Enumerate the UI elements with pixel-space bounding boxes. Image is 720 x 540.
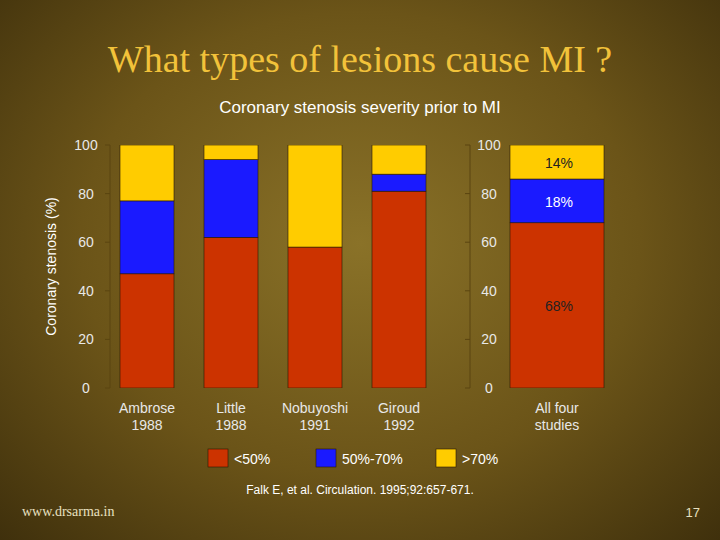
y-tick [105,242,110,243]
x-tick-line: 1988 [215,417,246,433]
footer-url: www.drsarma.in [22,504,114,519]
y-tick-label: 80 [78,186,94,202]
legend-swatch [208,449,228,467]
y-tick [465,193,470,194]
x-tick-line: Giroud [378,400,420,416]
legend-swatch [316,449,336,467]
y-tick-label: 80 [481,186,497,202]
bar-segment [120,274,174,388]
x-tick-line: All four [535,400,579,416]
y2-axis-line [470,145,471,388]
y-tick-label: 60 [481,234,497,250]
bar-segment [120,201,174,274]
x-tick-line: Nobuyoshi [282,400,348,416]
y-tick-label: 20 [481,331,497,347]
y-axis-line [110,145,111,388]
y-tick-label: 100 [477,137,501,153]
legend-label: <50% [234,451,270,467]
bar-segment [288,247,342,388]
bar-segment [372,145,426,174]
bar-segment [204,160,258,238]
y-tick-label: 20 [78,331,94,347]
y-tick [465,388,470,389]
y-tick-label: 40 [481,283,497,299]
bar-segment [288,145,342,247]
y-tick [465,290,470,291]
y-tick [465,339,470,340]
x-tick-label: Ambrose1988 [119,400,175,433]
y-tick-label: 100 [74,137,98,153]
x-tick-line: studies [535,417,579,433]
y-tick [105,290,110,291]
x-tick-line: 1991 [299,417,330,433]
subtitle: Coronary stenosis severity prior to MI [219,98,501,117]
data-label: 68% [545,298,573,314]
data-label: 14% [545,155,573,171]
y-tick-label: 0 [485,380,493,396]
x-tick-label: Little1988 [215,400,246,433]
legend-label: 50%-70% [342,451,403,467]
x-tick-label: Giroud1992 [378,400,420,433]
bars [120,145,604,388]
y-tick [105,145,110,146]
x-tick-line: Little [216,400,246,416]
y-tick-label: 60 [78,234,94,250]
bar-segment [372,174,426,191]
title: What types of lesions cause MI ? [108,38,612,80]
y-axis-label: Coronary stenosis (%) [43,197,59,336]
chart: What types of lesions cause MI ? Coronary… [0,0,720,540]
x-tick-label: All fourstudies [535,400,579,433]
x-tick-line: 1988 [131,417,162,433]
page-number: 17 [686,505,700,520]
y-tick-label: 40 [78,283,94,299]
bar-segment [510,223,604,388]
source: Falk E, et al. Circulation. 1995;92:657-… [246,483,473,497]
x-tick-line: 1992 [383,417,414,433]
y-tick [465,242,470,243]
bar-segment [204,145,258,160]
bar-segment [204,237,258,388]
x-tick-label: Nobuyoshi1991 [282,400,348,433]
bar-segment [510,179,604,223]
legend-swatch [436,449,456,467]
legend-item: <50% [208,449,270,467]
x-tick-line: Ambrose [119,400,175,416]
legend-label: >70% [462,451,498,467]
y-tick [105,388,110,389]
data-label: 18% [545,194,573,210]
y-tick-label: 0 [82,380,90,396]
bar-segment [510,145,604,179]
bar-segment [372,191,426,388]
bar-segment [120,145,174,201]
y-tick [105,193,110,194]
y-tick [465,145,470,146]
legend-item: >70% [436,449,498,467]
y-tick [105,339,110,340]
legend-item: 50%-70% [316,449,403,467]
